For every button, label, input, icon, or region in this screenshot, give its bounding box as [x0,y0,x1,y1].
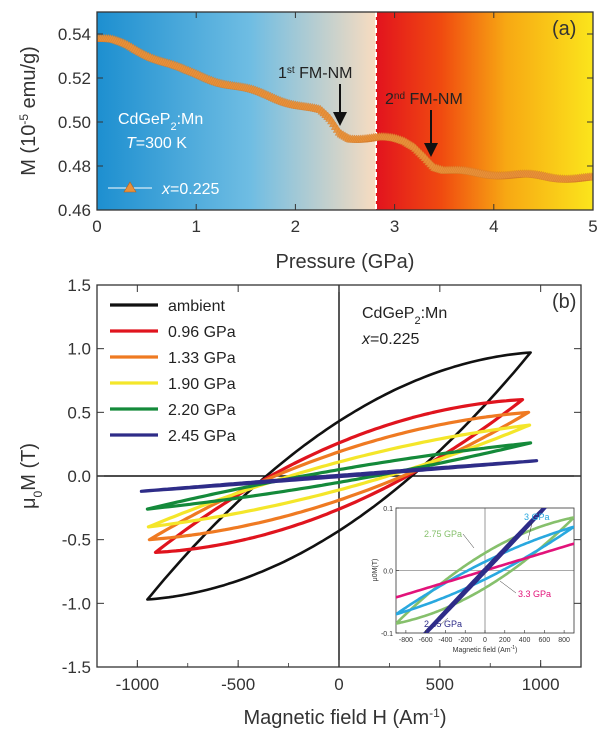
inset-series-label: 2.75 GPa [424,529,462,539]
inset-loop-group [396,508,574,633]
y-tick-label: 1.5 [67,276,91,295]
inset-y-tick-label: -0.1 [381,631,393,638]
x-tick-label: -1000 [116,675,159,694]
inset-x-tick-label: -800 [399,637,413,644]
x-tick-label: 2 [291,217,300,236]
y-tick-label: 0.50 [58,113,91,132]
x-tick-label: 4 [489,217,498,236]
y-tick-label: 0.46 [58,201,91,220]
legend-label: 0.96 GPa [168,324,236,341]
panel-b: -1000 -500 0 500 1000 -1.5 -1.0 -0.5 0.0 0.5 1.0 1.… [18,276,582,729]
panel-b-tag: (b) [552,291,576,313]
y-tick-label: 0.5 [67,403,91,422]
inset-loop [422,508,548,633]
inset-loops: -800 -600 -400 -200 0 200 400 600 800 -0.1 0.0 0.1 2… [381,506,574,644]
inset-loop [396,525,574,616]
inset-x-tick-label: -200 [458,637,472,644]
panel-b-ticks: -1000 -500 0 500 1000 -1.5 -1.0 -0.5 0.0 0.5 1.0 1.… [62,276,581,694]
transition-2-arrow [424,110,438,157]
panel-a-frame [96,11,594,211]
legend-label-a: x=0.225 [161,181,219,198]
y-tick-label: -1.5 [62,658,91,677]
panel-a-bg-fm [97,12,376,210]
inset-series-label: 3 GPa [524,512,550,522]
inset-x-tick-label: 400 [519,637,531,644]
x-tick-label: 1 [191,217,200,236]
panel-b-hysteresis-loops [139,351,539,601]
inset-label-leader [439,617,449,626]
x-tick-label: 1000 [522,675,560,694]
legend-label: 1.33 GPa [168,350,236,367]
panel-b-ylabel: μ0M (T) [18,443,45,509]
legend-label: 1.90 GPa [168,376,236,393]
inset-x-tick-label: 200 [499,637,511,644]
inset-ylabel: μ0M(T) [372,559,379,582]
panel-a-sample-name: CdGeP2:Mn [118,111,203,133]
panel-a-data-points [97,33,593,183]
x-tick-label: 5 [588,217,597,236]
legend-label: ambient [168,298,225,315]
inset-x-tick-label: 800 [558,637,570,644]
panel-a: 0 1 2 3 4 5 0.46 0.48 0.50 0.52 0.54 M (10-5 emu/g… [17,11,598,273]
inset-y-tick-label: 0.0 [383,569,393,576]
x-tick-label: 500 [426,675,454,694]
inset-y-tick-label: 0.1 [383,506,393,513]
inset-xlabel: Magnetic field (Am-1) [453,645,518,654]
y-tick-label: 0.52 [58,69,91,88]
transition-1-arrow [333,84,347,126]
inset-x-tick-label: -600 [419,637,433,644]
data-point [588,171,593,181]
legend-label: 2.20 GPa [168,402,236,419]
loop-1-33-gpa [147,410,531,542]
transition-1-label: 1st FM-NM [278,65,352,83]
inset-loop [396,542,574,599]
x-tick-label: 0 [334,675,343,694]
inset-series-label: 2.45 GPa [424,619,462,629]
inset-label-leader [527,522,533,541]
panel-b-legend: ambient 0.96 GPa 1.33 GPa 1.90 GPa 2.20 GPa 2… [110,298,236,445]
panel-a-ylabel: M (10-5 emu/g) [17,46,40,176]
inset-label-leader [462,533,475,549]
y-tick-label: 0.54 [58,25,91,44]
panel-a-ticks: 0 1 2 3 4 5 0.46 0.48 0.50 0.52 0.54 [58,12,598,236]
legend-marker-triangle [123,181,137,193]
loop-0-96-gpa [153,398,525,554]
y-tick-label: 0.0 [67,467,91,486]
panel-a-temperature: T=300 K [126,135,187,152]
x-tick-label: 3 [390,217,399,236]
y-tick-label: -0.5 [62,531,91,550]
y-tick-label: -1.0 [62,594,91,613]
panel-b-sample-name: CdGeP2:Mn [362,305,447,327]
panel-a-xlabel: Pressure (GPa) [276,251,415,273]
inset-label-leader [499,580,517,594]
inset-x-tick-label: -400 [438,637,452,644]
panel-b-xlabel: Magnetic field H (Am-1) [244,706,447,729]
legend-label: 2.45 GPa [168,428,236,445]
loop-ambient [146,351,532,601]
loop-2-45-gpa [139,459,539,493]
panel-b-composition: x=0.225 [361,331,419,348]
y-tick-label: 0.48 [58,157,91,176]
y-tick-label: 1.0 [67,340,91,359]
inset-plot: -800 -600 -400 -200 0 200 400 600 800 -0.1 0.0 0.1 2… [372,506,575,654]
x-tick-label: -500 [221,675,255,694]
inset-series-label: 3.3 GPa [518,589,551,599]
transition-2-label: 2nd FM-NM [385,91,463,109]
panel-a-tag: (a) [552,18,576,40]
x-tick-label: 0 [92,217,101,236]
inset-x-tick-label: 600 [538,637,550,644]
inset-x-tick-label: 0 [483,637,487,644]
